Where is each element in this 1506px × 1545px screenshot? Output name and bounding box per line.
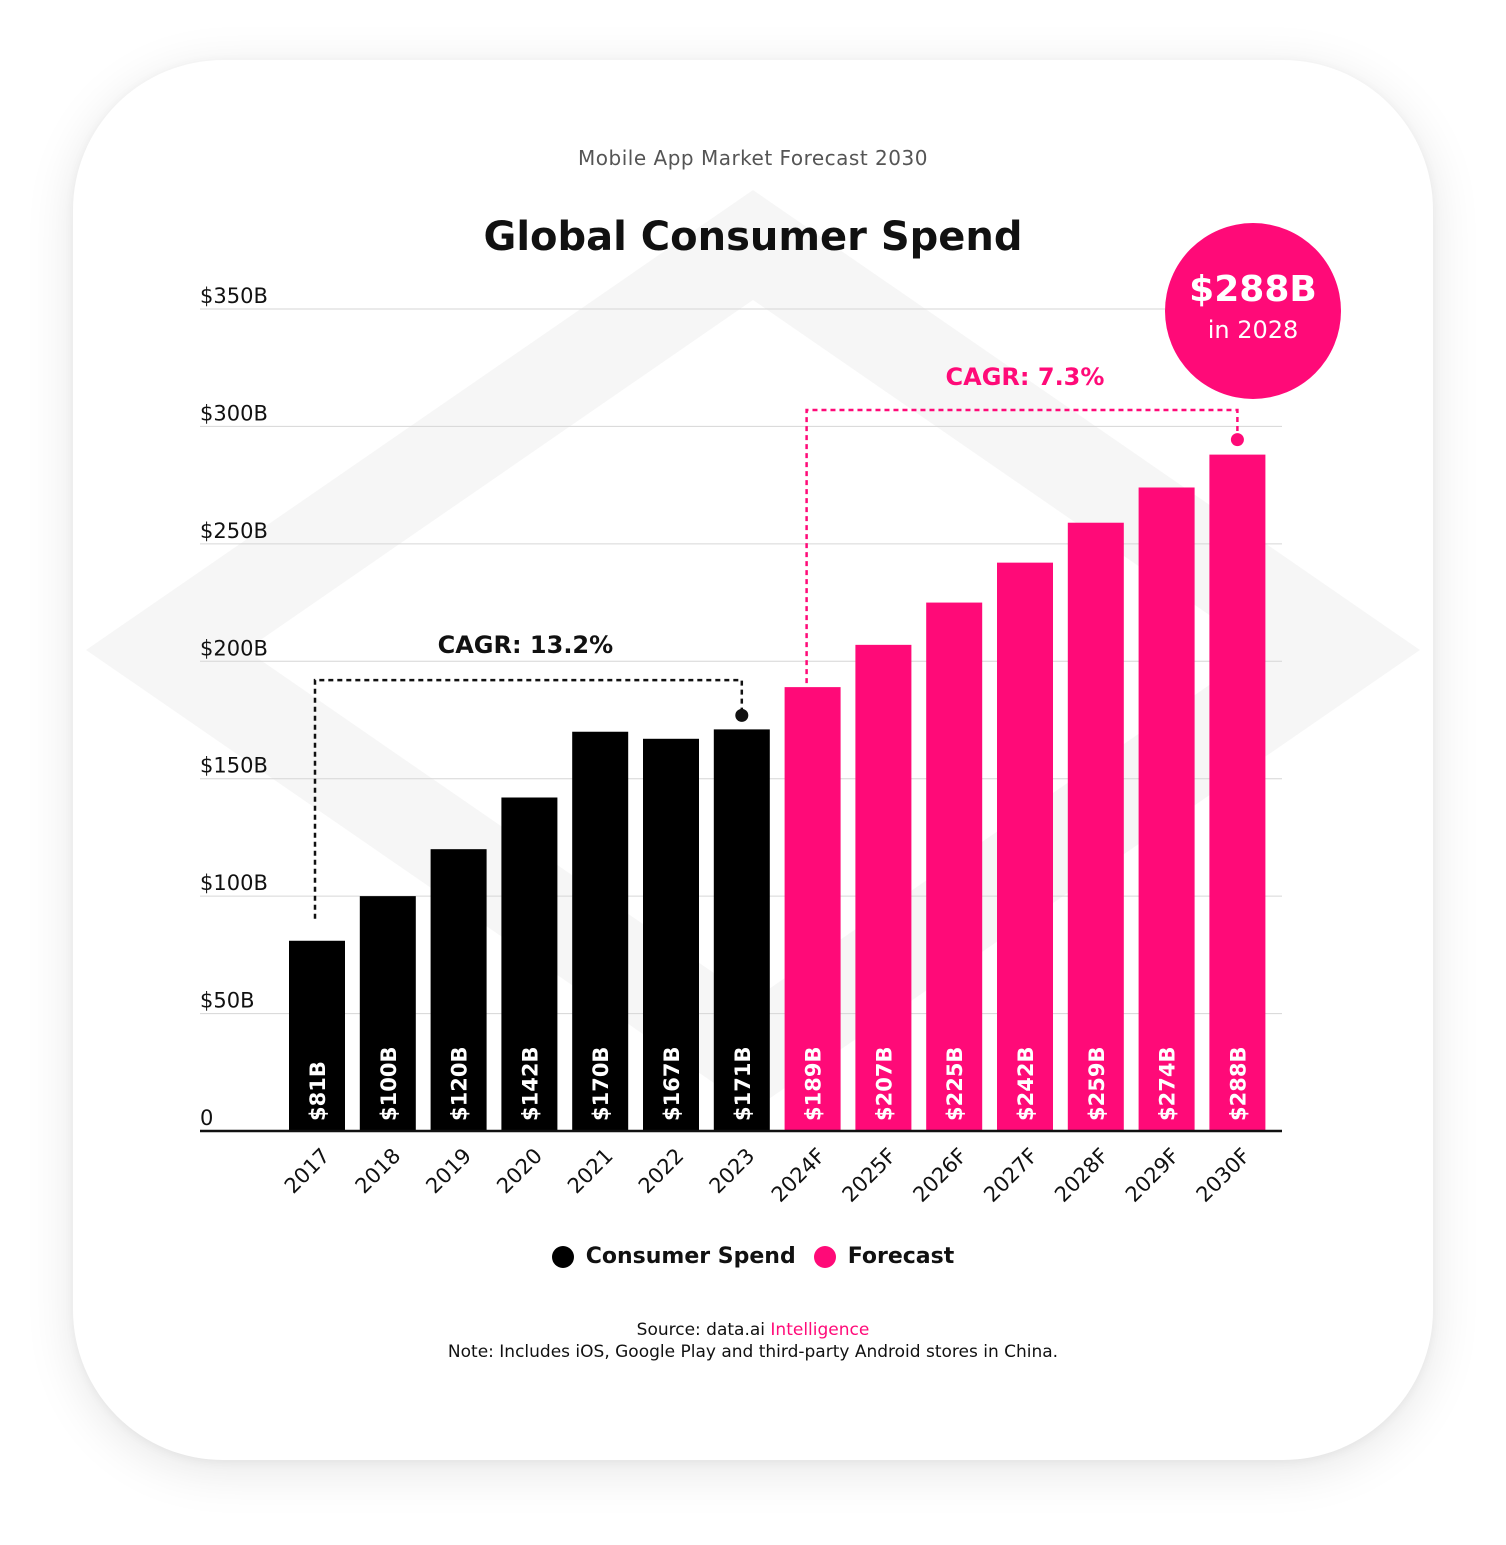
bar-value-label: $120B	[448, 1047, 472, 1121]
x-tick-label: 2023	[705, 1144, 760, 1199]
bar-value-label: $225B	[943, 1047, 967, 1121]
chart-supertitle: Mobile App Market Forecast 2030	[578, 146, 928, 170]
cagr-label-actual: CAGR: 13.2%	[438, 631, 614, 659]
note-line: Note: Includes iOS, Google Play and thir…	[447, 1342, 1059, 1362]
bar	[572, 731, 629, 1131]
legend-item-consumer-spend: Consumer Spend	[551, 1244, 796, 1269]
x-tick-label: 2026F	[908, 1144, 971, 1207]
bar-value-label: $274B	[1156, 1047, 1180, 1121]
bar	[289, 940, 345, 1131]
legend: Consumer Spend Forecast	[0, 1244, 1506, 1269]
y-tick-label: $200B	[200, 636, 268, 660]
bar-value-label: $81B	[306, 1061, 330, 1121]
bar	[713, 729, 770, 1131]
bar-value-label: $142B	[518, 1047, 542, 1121]
bar	[1209, 454, 1266, 1131]
cagr-bracket-actual	[313, 678, 744, 919]
bar-value-label: $170B	[589, 1047, 613, 1121]
source-prefix: Source: data.ai	[636, 1320, 771, 1340]
bar-value-label: $167B	[660, 1047, 684, 1121]
legend-swatch-consumer-spend	[551, 1245, 574, 1268]
y-tick-label: $350B	[200, 284, 268, 308]
y-tick-label: 0	[200, 1106, 213, 1130]
peak-value-callout: $288B in 2028	[1165, 223, 1341, 399]
callout-label: in 2028	[1207, 316, 1299, 344]
bar	[855, 644, 912, 1131]
bar	[926, 602, 983, 1131]
bar	[784, 687, 841, 1131]
bar-value-label: $242B	[1014, 1047, 1038, 1121]
bar-value-label: $207B	[872, 1047, 896, 1121]
source-line: Source: data.ai Intelligence	[0, 1320, 1506, 1340]
x-tick-label: 2027F	[979, 1144, 1042, 1207]
chart-title: Global Consumer Spend	[483, 214, 1023, 260]
bar-value-label: $288B	[1226, 1047, 1250, 1121]
x-tick-label: 2022	[634, 1144, 689, 1199]
bar	[1138, 487, 1195, 1131]
cagr-label-forecast: CAGR: 7.3%	[946, 363, 1105, 391]
x-tick-label: 2025F	[838, 1144, 901, 1207]
legend-label-consumer-spend: Consumer Spend	[585, 1244, 796, 1269]
y-tick-label: $150B	[200, 754, 268, 778]
y-tick-label: $300B	[200, 401, 268, 425]
bar-value-label: $189B	[802, 1047, 826, 1121]
bar	[997, 562, 1053, 1131]
cagr-bracket-forecast	[805, 408, 1239, 684]
bar	[501, 797, 558, 1131]
bar-value-label: $100B	[377, 1047, 401, 1121]
x-tick-label: 2020	[492, 1144, 547, 1199]
cagr-endpoint-forecast	[1230, 433, 1244, 447]
x-tick-label: 2024F	[767, 1144, 830, 1207]
x-tick-label: 2019	[421, 1144, 476, 1199]
x-tick-label: 2030F	[1192, 1144, 1255, 1207]
x-tick-label: 2017	[280, 1144, 335, 1199]
bar	[359, 896, 416, 1131]
y-tick-label: $100B	[200, 871, 268, 895]
x-tick-label: 2021	[563, 1144, 618, 1199]
legend-label-forecast: Forecast	[847, 1244, 955, 1269]
source-highlight: Intelligence	[770, 1320, 870, 1340]
callout-value: $288B	[1189, 269, 1317, 310]
bar-value-label: $259B	[1085, 1047, 1109, 1121]
x-tick-label: 2018	[351, 1144, 406, 1199]
y-tick-label: $50B	[200, 989, 255, 1013]
cagr-endpoint-actual	[735, 708, 749, 722]
bar	[1067, 522, 1124, 1131]
legend-item-forecast: Forecast	[813, 1244, 955, 1269]
legend-swatch-forecast	[813, 1245, 836, 1268]
bar	[430, 849, 487, 1131]
x-tick-label: 2029F	[1121, 1144, 1184, 1207]
bar-value-label: $171B	[731, 1047, 755, 1121]
bar	[643, 738, 699, 1131]
x-tick-label: 2028F	[1050, 1144, 1113, 1207]
y-tick-label: $250B	[200, 519, 268, 543]
